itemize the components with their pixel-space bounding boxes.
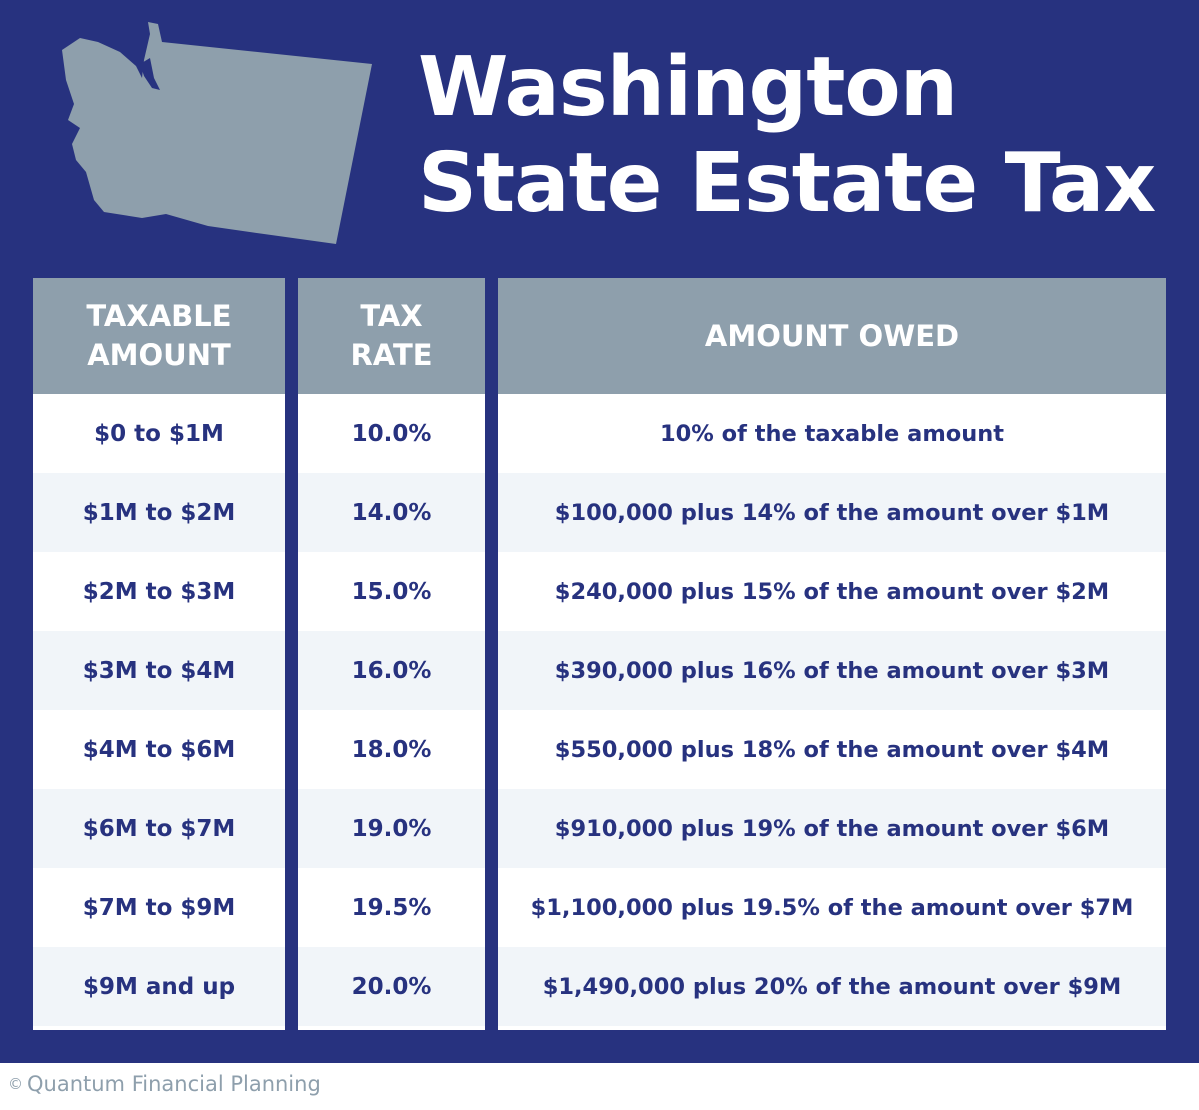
title-line-2: State Estate Tax bbox=[418, 136, 1156, 231]
rate-header-line-2: RATE bbox=[350, 338, 433, 372]
taxable-cell: $2M to $3M bbox=[82, 578, 236, 605]
amount-owed-column: AMOUNT OWED 10% of the taxable amount $1… bbox=[498, 278, 1166, 1030]
tax-rate-header: TAX RATE bbox=[298, 278, 485, 394]
taxable-cell: $9M and up bbox=[33, 947, 285, 1026]
owed-cell: $1,100,000 plus 19.5% of the amount over… bbox=[530, 894, 1134, 921]
rate-cell: 16.0% bbox=[298, 631, 485, 710]
tax-rate-column: TAX RATE 10.0% 14.0% 15.0% 16.0% 18.0% 1… bbox=[298, 278, 485, 1030]
taxable-amount-header: TAXABLE AMOUNT bbox=[33, 278, 285, 394]
background-panel: Washington State Estate Tax TAXABLE AMOU… bbox=[0, 0, 1199, 1063]
rate-cell: 19.5% bbox=[351, 894, 432, 921]
owed-cell: $1,490,000 plus 20% of the amount over $… bbox=[498, 947, 1166, 1026]
rate-cell: 14.0% bbox=[298, 473, 485, 552]
title-line-1: Washington bbox=[418, 40, 958, 135]
taxable-header-line-2: AMOUNT bbox=[87, 338, 231, 372]
washington-state-silhouette-icon bbox=[62, 22, 372, 244]
taxable-cell: $3M to $4M bbox=[33, 631, 285, 710]
rate-header-line-1: TAX bbox=[360, 299, 423, 333]
taxable-cell: $6M to $7M bbox=[33, 789, 285, 868]
brand-name: Quantum Financial Planning bbox=[27, 1072, 321, 1096]
taxable-cell: $1M to $2M bbox=[33, 473, 285, 552]
rate-cell: 18.0% bbox=[351, 736, 432, 763]
taxable-cell: $0 to $1M bbox=[94, 420, 224, 447]
copyright-symbol: © bbox=[8, 1075, 23, 1093]
owed-cell: 10% of the taxable amount bbox=[659, 420, 1005, 447]
rate-cell: 20.0% bbox=[298, 947, 485, 1026]
page-title: Washington State Estate Tax bbox=[418, 40, 1156, 232]
taxable-cell: $7M to $9M bbox=[82, 894, 236, 921]
owed-cell: $390,000 plus 16% of the amount over $3M bbox=[498, 631, 1166, 710]
owed-cell: $550,000 plus 18% of the amount over $4M bbox=[554, 736, 1110, 763]
owed-cell: $910,000 plus 19% of the amount over $6M bbox=[498, 789, 1166, 868]
taxable-cell: $4M to $6M bbox=[82, 736, 236, 763]
rate-cell: 15.0% bbox=[351, 578, 432, 605]
copyright-footer: © Quantum Financial Planning bbox=[8, 1072, 321, 1096]
owed-cell: $240,000 plus 15% of the amount over $2M bbox=[554, 578, 1110, 605]
rate-cell: 10.0% bbox=[351, 420, 432, 447]
amount-owed-header: AMOUNT OWED bbox=[498, 278, 1166, 394]
taxable-header-line-1: TAXABLE bbox=[86, 299, 232, 333]
taxable-amount-column: TAXABLE AMOUNT $0 to $1M $1M to $2M $2M … bbox=[33, 278, 285, 1030]
owed-cell: $100,000 plus 14% of the amount over $1M bbox=[498, 473, 1166, 552]
rate-cell: 19.0% bbox=[298, 789, 485, 868]
